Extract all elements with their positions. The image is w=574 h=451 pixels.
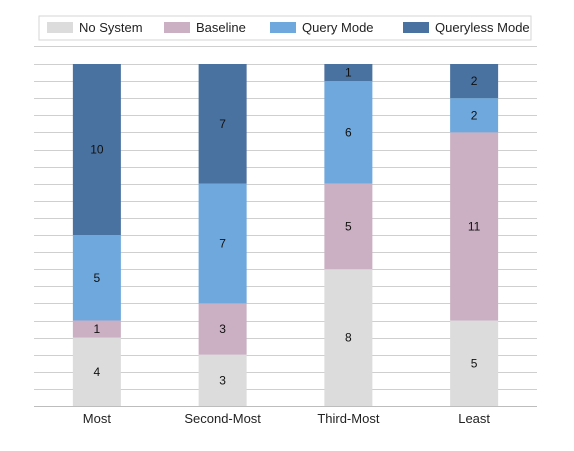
- bar-most-queryless-mode: [72, 64, 121, 235]
- segment-labels: 4 1 5 10 3 3 7 7 8 5 6 1 5 11 2 2: [90, 66, 480, 388]
- legend-swatch-query-mode: [270, 22, 296, 33]
- data-label-most-query-mode: 5: [94, 271, 101, 285]
- x-axis-ticks: Most Second-Most Third-Most Least: [83, 411, 491, 426]
- legend-label-query-mode: Query Mode: [302, 20, 374, 35]
- bar-second-most-no-system: [198, 354, 247, 406]
- data-label-least-baseline: 11: [468, 219, 481, 233]
- data-label-third-most-query-mode: 6: [345, 125, 352, 139]
- data-label-second-most-no-system: 3: [219, 373, 226, 387]
- data-label-most-baseline: 1: [94, 322, 101, 336]
- bar-least-baseline: [450, 132, 499, 321]
- data-label-second-most-baseline: 3: [219, 322, 226, 336]
- bar-third-most-queryless-mode: [324, 64, 373, 82]
- legend-swatch-queryless-mode: [403, 22, 429, 33]
- legend-label-no-system: No System: [79, 20, 143, 35]
- bar-most-baseline: [72, 320, 121, 338]
- x-tick-label-second-most: Second-Most: [184, 411, 261, 426]
- x-tick-label-most: Most: [83, 411, 112, 426]
- bar-least-query-mode: [450, 98, 499, 133]
- bar-third-most-no-system: [324, 269, 373, 406]
- bar-most-no-system: [72, 337, 121, 406]
- data-label-least-query-mode: 2: [471, 108, 478, 122]
- bars: [72, 64, 499, 406]
- bar-least-queryless-mode: [450, 64, 499, 99]
- x-tick-label-least: Least: [458, 411, 490, 426]
- data-label-least-queryless-mode: 2: [471, 74, 478, 88]
- legend-label-queryless-mode: Queryless Mode: [435, 20, 530, 35]
- data-label-third-most-queryless-mode: 1: [345, 66, 352, 80]
- bar-second-most-queryless-mode: [198, 64, 247, 184]
- bar-second-most-baseline: [198, 303, 247, 355]
- data-label-second-most-queryless-mode: 7: [219, 117, 226, 131]
- legend-label-baseline: Baseline: [196, 20, 246, 35]
- data-label-third-most-baseline: 5: [345, 219, 352, 233]
- bar-third-most-query-mode: [324, 81, 373, 184]
- bar-second-most-query-mode: [198, 183, 247, 304]
- data-label-second-most-query-mode: 7: [219, 237, 226, 251]
- data-label-most-queryless-mode: 10: [90, 143, 104, 157]
- bar-least-no-system: [450, 320, 499, 406]
- bar-third-most-baseline: [324, 183, 373, 270]
- x-tick-label-third-most: Third-Most: [317, 411, 380, 426]
- legend-swatch-baseline: [164, 22, 190, 33]
- data-label-third-most-no-system: 8: [345, 331, 352, 345]
- legend: No System Baseline Query Mode Queryless Mod…: [47, 20, 530, 35]
- legend-swatch-no-system: [47, 22, 73, 33]
- data-label-least-no-system: 5: [471, 356, 478, 370]
- data-label-most-no-system: 4: [94, 365, 101, 379]
- bar-most-query-mode: [72, 235, 121, 321]
